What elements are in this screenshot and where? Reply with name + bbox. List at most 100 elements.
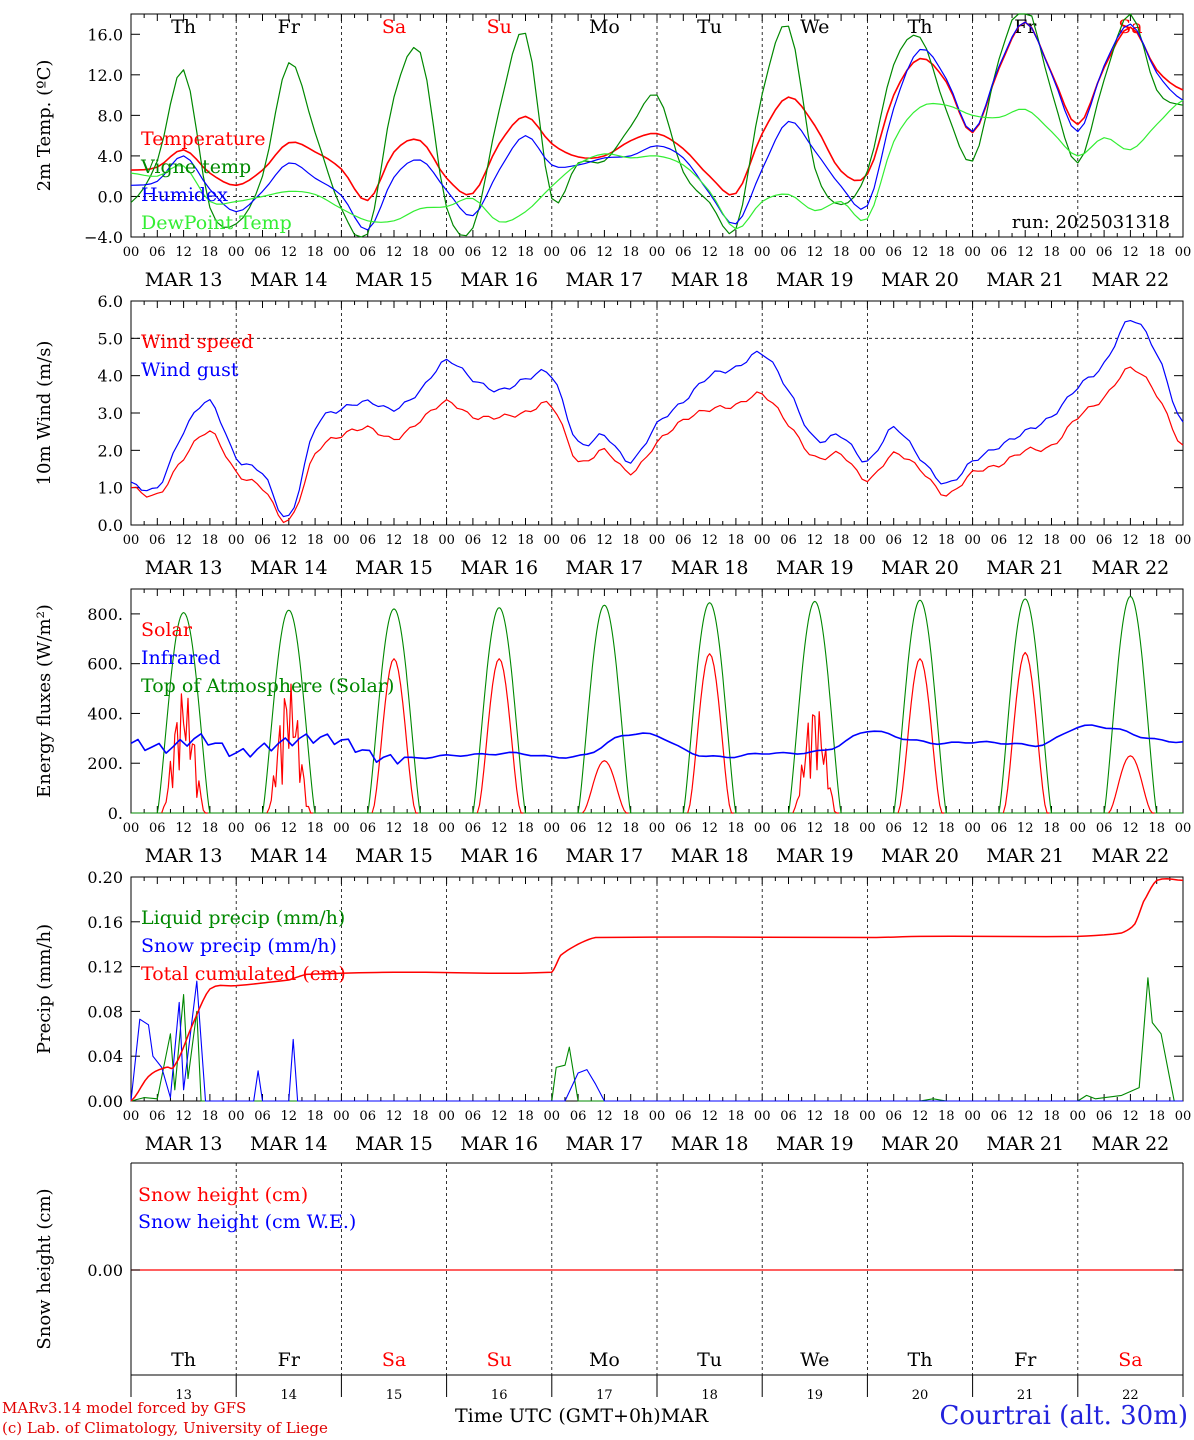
series-line-dewpoint-temp: [130, 99, 1184, 230]
panel-frame-3: 0. 200. 400. 600. 800. Energy fluxes (W/m²) 00…: [34, 588, 1191, 867]
y-tick-label: 0.08: [87, 1002, 123, 1021]
hour-tick-label: 18: [1148, 533, 1165, 548]
date-tick-label: MAR 22: [1092, 557, 1170, 579]
toa-solar-day-3: [364, 608, 424, 814]
weekday-label: Tu: [697, 16, 722, 38]
credit-line-1: MARv3.14 model forced by GFS: [2, 1399, 247, 1417]
y-tick-label: 4.0: [98, 147, 123, 166]
hour-tick-label: 18: [1043, 1109, 1060, 1124]
y-tick-label: 800.: [87, 605, 123, 624]
weekday-label: Fr: [1014, 1349, 1037, 1371]
hour-tick-label: 00: [228, 245, 245, 260]
hour-tick-label: 18: [1148, 1109, 1165, 1124]
weekday-label: Su: [487, 16, 512, 38]
hour-tick-label: 18: [202, 1109, 219, 1124]
legend-entry: Snow precip (mm/h): [141, 935, 337, 957]
hour-tick-label: 12: [1122, 245, 1139, 260]
date-tick-label: MAR 14: [250, 557, 328, 579]
date-tick-label: MAR 18: [671, 845, 749, 867]
date-tick-label: MAR 13: [145, 1133, 223, 1155]
hour-tick-label: 00: [859, 1109, 876, 1124]
hour-tick-label: 06: [885, 533, 902, 548]
hour-tick-label: 18: [517, 245, 534, 260]
hour-tick-label: 06: [885, 1109, 902, 1124]
hour-tick-label: 12: [807, 245, 824, 260]
legend-entry: Solar: [141, 619, 193, 641]
legend-entry: Vigne temp: [140, 156, 251, 178]
hour-tick-label: 18: [728, 245, 745, 260]
hour-tick-label: 18: [1043, 821, 1060, 836]
credit-line-2: (c) Lab. of Climatology, University of L…: [2, 1419, 328, 1437]
hour-tick-label: 00: [544, 533, 561, 548]
date-tick-label: MAR 19: [776, 1133, 854, 1155]
hour-tick-label: 12: [912, 1109, 929, 1124]
hour-tick-label: 12: [1017, 821, 1034, 836]
date-tick-label: MAR 15: [355, 1133, 433, 1155]
hour-tick-label: 18: [728, 1109, 745, 1124]
solar-day-1: [161, 693, 208, 814]
toa-solar-day-5: [575, 604, 634, 814]
hour-tick-label: 18: [307, 533, 324, 548]
legend-entry: DewPoint Temp: [141, 212, 292, 234]
hour-tick-label: 00: [649, 533, 666, 548]
date-tick-label: MAR 13: [145, 845, 223, 867]
weekday-label: Th: [171, 16, 196, 38]
hour-tick-label: 00: [649, 245, 666, 260]
plot-border: [130, 588, 1184, 814]
solar-day-5: [582, 760, 629, 814]
hour-tick-label: 06: [254, 1109, 271, 1124]
series-line-temperature: [130, 21, 1184, 202]
legend-entry: Wind speed: [141, 331, 253, 353]
hour-tick-label: 06: [885, 245, 902, 260]
hour-tick-label: 00: [438, 821, 455, 836]
hour-tick-label: 00: [1070, 1109, 1087, 1124]
solar-day-7: [792, 711, 839, 814]
toa-solar-day-1: [154, 612, 213, 814]
hour-tick-label: 06: [254, 821, 271, 836]
y-tick-label: 200.: [87, 754, 123, 773]
hour-tick-label: 18: [938, 821, 955, 836]
hour-tick-label: 06: [465, 533, 482, 548]
date-tick-label: MAR 16: [460, 557, 538, 579]
y-tick-label: 0.00: [87, 1092, 123, 1111]
hour-tick-label: 06: [359, 533, 376, 548]
date-tick-label: MAR 14: [250, 269, 328, 291]
hour-tick-label: 06: [254, 533, 271, 548]
series-line-wind-gust: [130, 320, 1184, 518]
hour-tick-label: 12: [701, 533, 718, 548]
weekday-label: Su: [487, 1349, 512, 1371]
y-axis-label: Precip (mm/h): [34, 924, 55, 1054]
hour-tick-label: 06: [465, 821, 482, 836]
hour-tick-label: 06: [570, 245, 587, 260]
y-tick-label: 0.: [108, 804, 123, 823]
hour-tick-label: 06: [254, 245, 271, 260]
panel-frame-1: −4.0 0.0 4.0 8.0 12.0 16.0 2m Temp. (ºC) 00 06 12…: [34, 13, 1191, 291]
date-tick-label: MAR 22: [1092, 269, 1170, 291]
hour-tick-label: 00: [754, 533, 771, 548]
hour-tick-label: 18: [307, 1109, 324, 1124]
hour-tick-label: 00: [1175, 533, 1192, 548]
hour-tick-label: 12: [596, 1109, 613, 1124]
hour-tick-label: 12: [596, 533, 613, 548]
model-credit: MARv3.14 model forced by GFS (c) Lab. of…: [2, 1398, 328, 1438]
hour-tick-label: 18: [1043, 245, 1060, 260]
legend-entry: Snow height (cm): [138, 1184, 308, 1206]
hour-tick-label: 06: [570, 533, 587, 548]
hour-tick-label: 12: [175, 533, 192, 548]
month-label: MAR: [660, 1405, 709, 1427]
date-tick-label: MAR 18: [671, 269, 749, 291]
hour-tick-label: 12: [1017, 533, 1034, 548]
hour-tick-label: 06: [359, 1109, 376, 1124]
weekday-label: Fr: [278, 16, 301, 38]
hour-tick-label: 12: [386, 245, 403, 260]
hour-tick-label: 12: [281, 1109, 298, 1124]
solar-day-6: [687, 653, 734, 814]
date-tick-label: MAR 20: [881, 1133, 959, 1155]
date-tick-label: MAR 14: [250, 1133, 328, 1155]
hour-tick-label: 12: [807, 533, 824, 548]
solar-day-3: [371, 658, 419, 814]
weekday-label: Tu: [697, 1349, 722, 1371]
y-tick-label: 6.0: [98, 292, 123, 311]
hour-tick-label: 06: [1096, 533, 1113, 548]
y-tick-label: 16.0: [87, 25, 123, 44]
